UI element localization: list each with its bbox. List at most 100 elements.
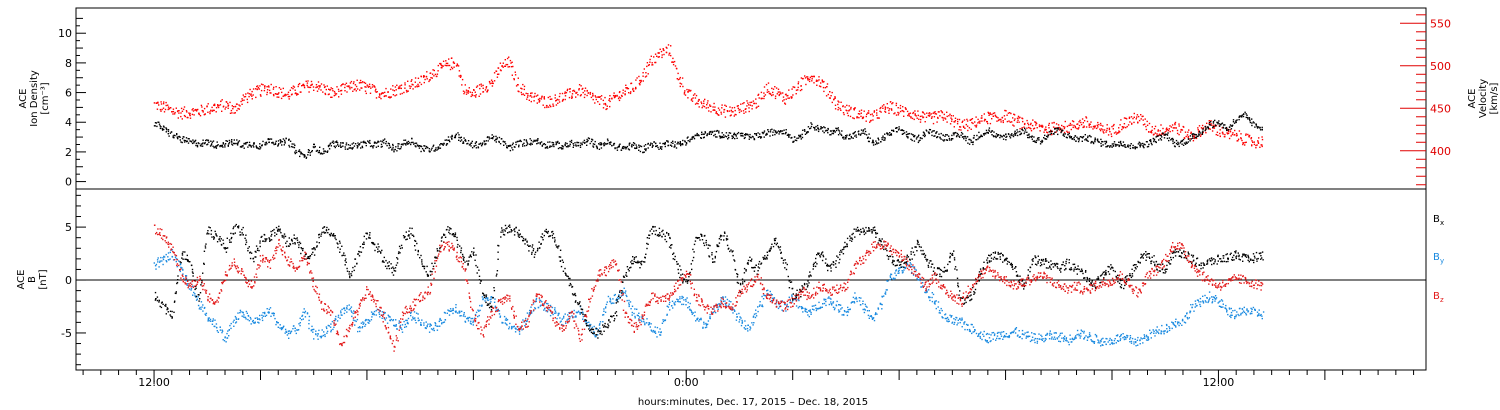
density-point [253,146,255,148]
velocity-point [661,56,663,59]
density-point [991,134,993,136]
velocity-point [1014,118,1016,120]
density-point [814,127,816,129]
velocity-point [404,84,406,86]
velocity-point [1125,117,1127,119]
velocity-point [569,91,571,93]
velocity-point [1227,132,1230,134]
by-point [753,313,756,315]
velocity-point [1064,126,1066,128]
by-point [968,328,971,331]
by-point [865,305,867,307]
velocity-point [525,92,527,95]
velocity-point [441,65,443,67]
by-point [652,331,654,333]
by-point [691,313,693,315]
velocity-point [929,114,931,116]
velocity-point [1261,138,1264,141]
velocity-point [1145,125,1147,128]
velocity-point [1103,132,1105,134]
density-point [774,130,777,132]
density-point [159,125,161,127]
by-point [524,325,526,327]
density-point [1198,131,1201,133]
velocity-point [329,89,332,91]
velocity-point [1142,115,1144,117]
by-point [286,334,289,336]
by-point [609,299,612,301]
velocity-point [319,85,321,87]
velocity-point [971,121,973,124]
velocity-point [485,87,487,89]
density-point [1076,136,1078,138]
velocity-point [172,113,174,115]
velocity-point [848,109,851,111]
velocity-point [812,75,814,78]
velocity-point [530,92,532,94]
density-point [586,140,588,143]
density-point [555,143,558,145]
density-point [898,128,900,130]
b-tick-label: 0 [65,274,72,287]
velocity-point [434,73,437,76]
by-point [558,312,560,315]
velocity-point [937,116,939,119]
by-point [174,256,177,258]
density-point [228,141,231,144]
velocity-point [256,88,258,91]
velocity-point [558,101,561,103]
by-point [355,320,357,323]
by-point [532,303,535,305]
velocity-point [341,84,343,86]
by-point [405,325,408,328]
velocity-point [192,108,194,110]
velocity-point [491,80,494,83]
by-point [640,319,642,321]
by-point [1018,330,1020,332]
velocity-point [594,102,596,104]
by-point [830,298,832,300]
density-point [853,132,855,134]
density-point [936,131,938,133]
density-point [628,149,631,151]
by-point [602,314,605,316]
by-point [949,314,951,316]
by-point [798,305,801,308]
by-point [258,322,260,324]
density-point [250,145,252,147]
density-point [1047,134,1049,137]
by-point [487,299,489,301]
velocity-point [996,116,998,118]
velocity-point [463,92,465,95]
density-point [905,134,908,136]
density-point [481,143,483,145]
density-point [810,125,813,128]
velocity-point [746,100,748,102]
velocity-point [1238,130,1241,132]
velocity-point [202,110,204,112]
density-point [404,143,407,145]
velocity-point [599,96,601,98]
velocity-point [406,91,408,93]
by-point [582,318,584,320]
density-point [907,136,909,138]
velocity-point [846,104,848,107]
density-point [625,146,628,149]
velocity-point [860,109,863,111]
by-point [169,258,171,260]
by-point [226,332,228,335]
density-point [732,135,734,137]
by-point [512,326,515,328]
velocity-point [246,98,248,101]
density-point [1245,116,1247,119]
density-point [751,135,754,138]
velocity-point [526,98,528,100]
density-point [1132,147,1134,149]
density-point [893,130,895,132]
velocity-point [534,92,536,95]
velocity-point [931,116,933,118]
by-point [414,319,417,321]
density-point [514,146,516,148]
velocity-point [882,107,884,109]
density-point [348,147,350,149]
